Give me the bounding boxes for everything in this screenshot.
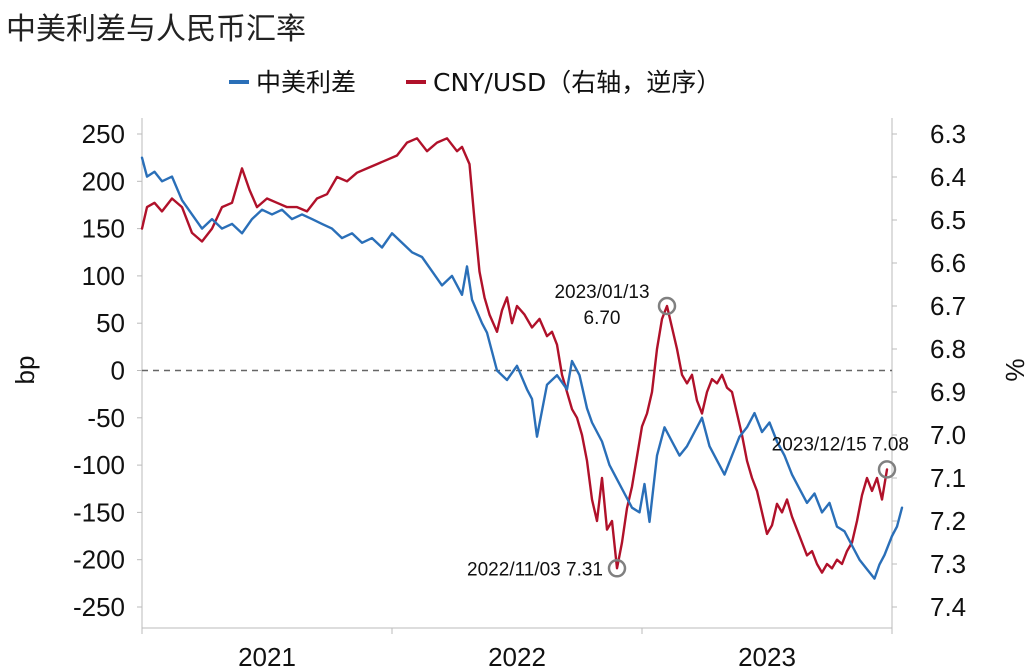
- y-left-tick-label: -200: [73, 545, 125, 575]
- y-right-tick-label: 6.4: [930, 162, 966, 192]
- y-right-tick-label: 6.9: [930, 377, 966, 407]
- y-left-tick-label: -150: [73, 497, 125, 527]
- legend-label-spread: 中美利差: [256, 68, 356, 97]
- y-right-tick-label: 6.5: [930, 205, 966, 235]
- annotation-label: 2023/01/13: [554, 282, 649, 303]
- x-tick-label: 2023: [738, 642, 796, 672]
- annotation-label: 6.70: [584, 308, 621, 329]
- y-right-tick-label: 7.3: [930, 549, 966, 579]
- series-layer: [140, 137, 904, 580]
- y-left-tick-label: 150: [82, 214, 125, 244]
- y-left-tick-label: 200: [82, 166, 125, 196]
- y-right-tick-label: 7.0: [930, 420, 966, 450]
- x-tick-label: 2022: [488, 642, 546, 672]
- y-right-tick-label: 7.2: [930, 506, 966, 536]
- series-line-cny: [140, 137, 889, 574]
- y-left-tick-label: 0: [111, 356, 125, 386]
- y-left-axis-label: bp: [10, 356, 40, 385]
- x-axis-ticks: 2021 2022 2023: [141, 628, 893, 672]
- y-right-axis-label: %: [1000, 358, 1027, 381]
- y-left-tick-label: 100: [82, 261, 125, 291]
- x-tick-label: 2021: [238, 642, 296, 672]
- y-left-tick-label: -50: [87, 403, 125, 433]
- annotation-marker: [877, 460, 897, 479]
- y-left-tick-label: -250: [73, 592, 125, 622]
- y-left-tick-label: 250: [82, 119, 125, 149]
- legend: 中美利差 CNY/USD（右轴，逆序）: [229, 68, 721, 97]
- y-left-tick-label: -100: [73, 450, 125, 480]
- y-right-tick-label: 6.7: [930, 291, 966, 321]
- legend-label-cny: CNY/USD（右轴，逆序）: [433, 68, 721, 97]
- y-right-tick-label: 6.3: [930, 119, 966, 149]
- left-axis-ticks: 250 200 150 100 50 0 -50 -100 -150 -200 -250: [73, 119, 142, 622]
- y-left-tick-label: 50: [96, 308, 125, 338]
- y-right-tick-label: 6.8: [930, 334, 966, 364]
- y-right-tick-label: 7.1: [930, 463, 966, 493]
- annotation-marker: [657, 296, 677, 316]
- annotation-marker: [607, 559, 627, 578]
- series-line-spread: [140, 156, 904, 580]
- axes: [141, 118, 893, 629]
- right-axis-ticks: 6.3 6.4 6.5 6.6 6.7 6.8 6.9 7.0 7.1 7.2 7.3 7.4: [892, 119, 966, 622]
- y-right-tick-label: 7.4: [930, 592, 966, 622]
- annotation-label: 2022/11/03 7.31: [467, 559, 603, 580]
- y-right-tick-label: 6.6: [930, 248, 966, 278]
- annotation-layer: 2023/01/13 6.70 2022/11/03 7.31 2023/12/15 …: [467, 282, 909, 580]
- annotation-label: 2023/12/15 7.08: [772, 434, 909, 455]
- chart-title: 中美利差与人民币汇率: [6, 12, 306, 47]
